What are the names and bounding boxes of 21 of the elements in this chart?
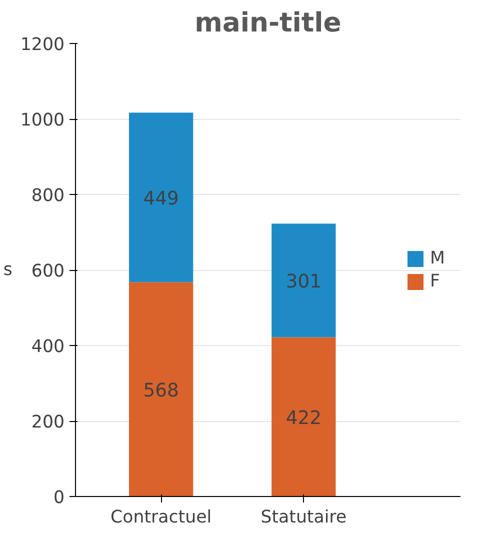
data-label: 301 xyxy=(286,271,322,292)
y-tick-label: 1000 xyxy=(20,110,65,130)
data-label: 449 xyxy=(143,188,179,210)
y-axis-title: s xyxy=(3,260,12,280)
legend-label: M xyxy=(430,248,446,268)
legend-label: F xyxy=(430,271,441,291)
y-tick-label: 200 xyxy=(31,412,65,432)
x-tick-label: Statutaire xyxy=(260,508,347,528)
data-label: 568 xyxy=(143,380,179,402)
bar xyxy=(128,112,194,282)
data-label: 422 xyxy=(286,408,322,429)
x-tick-label: Contractuel xyxy=(110,508,212,528)
bar xyxy=(128,282,194,496)
y-tick-label: 0 xyxy=(53,488,65,508)
y-tick-label: 400 xyxy=(31,337,65,357)
bar xyxy=(272,224,336,338)
y-tick-label: 600 xyxy=(31,262,65,282)
y-tick-label: 800 xyxy=(31,186,65,206)
y-tick-label: 1200 xyxy=(20,35,65,55)
chart-title: main-title xyxy=(194,8,342,38)
bar xyxy=(272,337,336,496)
